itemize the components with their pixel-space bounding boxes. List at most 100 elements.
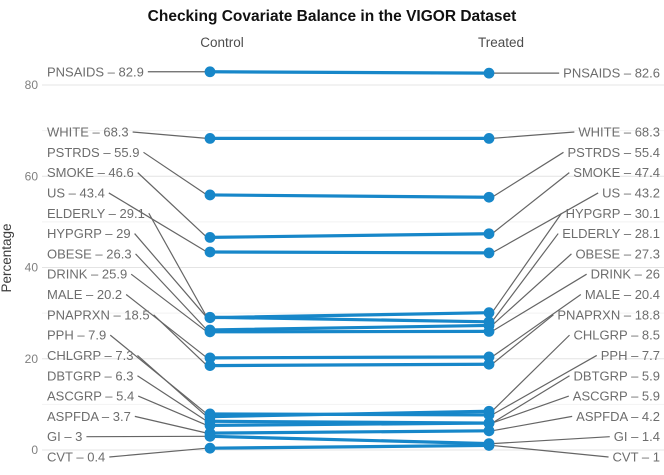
label-leader-line <box>135 253 208 331</box>
data-point <box>483 67 495 79</box>
chart-title: Checking Covariate Balance in the VIGOR … <box>148 8 517 25</box>
label-leader-line <box>130 273 208 333</box>
slope-line <box>208 421 491 427</box>
data-point <box>483 228 495 240</box>
label-leader-line <box>491 253 572 326</box>
covariate-label-left: DRINK – 25.9 <box>47 267 127 282</box>
covariate-label-left: SMOKE – 46.6 <box>47 165 134 180</box>
slope-layer <box>208 70 491 450</box>
leader-layer <box>86 71 610 458</box>
slope-line <box>208 250 491 255</box>
data-point <box>204 246 216 258</box>
label-leader-line <box>153 314 208 367</box>
label-leader-line <box>491 273 587 332</box>
data-point <box>204 132 216 144</box>
covariate-label-right: ASCGRP – 5.9 <box>573 389 660 404</box>
data-point <box>204 326 216 338</box>
data-point <box>483 132 495 144</box>
label-leader-line <box>491 192 599 254</box>
label-leader-line <box>137 395 208 426</box>
covariate-label-right: PSTRDS – 55.4 <box>568 145 661 160</box>
slope-line <box>208 193 491 199</box>
covariate-label-right: GI – 1.4 <box>614 429 660 444</box>
label-layer: PNSAIDS – 82.9 WHITE – 68.3 PSTRDS – 55.9 S… <box>47 64 660 464</box>
covariate-label-left: PNSAIDS – 82.9 <box>47 64 144 79</box>
label-leader-line <box>108 192 208 253</box>
column-header-control: Control <box>200 35 244 50</box>
covariate-label-right: WHITE – 68.3 <box>578 125 660 140</box>
y-tick-label: 40 <box>25 261 39 275</box>
covariate-label-left: US – 43.4 <box>47 185 105 200</box>
point-layer <box>204 66 495 454</box>
covariate-label-right: ELDERLY – 28.1 <box>562 226 660 241</box>
label-leader-line <box>109 447 208 458</box>
data-point <box>204 430 216 442</box>
data-point <box>204 312 216 324</box>
slope-line <box>208 434 491 446</box>
y-tick-label: 60 <box>25 169 39 183</box>
data-point <box>204 189 216 201</box>
label-leader-line <box>491 354 598 416</box>
slope-line <box>208 355 491 360</box>
slope-line <box>208 362 491 368</box>
slope-line <box>208 443 491 450</box>
covariate-label-right: DBTGRP – 5.9 <box>574 368 660 383</box>
data-point <box>483 425 495 437</box>
covariate-label-left: WHITE – 68.3 <box>47 125 129 140</box>
label-leader-line <box>137 172 208 238</box>
covariate-label-left: GI – 3 <box>47 429 82 444</box>
label-leader-line <box>491 314 554 365</box>
y-tick-label: 20 <box>25 352 39 366</box>
slope-line <box>208 429 491 435</box>
slope-line <box>208 323 491 332</box>
data-point <box>204 360 216 371</box>
label-leader-line <box>491 395 569 424</box>
slope-line <box>208 311 491 320</box>
covariate-label-left: CVT – 0.4 <box>47 450 105 465</box>
data-point <box>483 307 495 319</box>
label-leader-line <box>491 151 564 198</box>
data-point <box>204 231 216 243</box>
covariate-label-right: MALE – 20.4 <box>585 287 660 302</box>
covariate-label-left: ASCGRP – 5.4 <box>47 389 134 404</box>
label-leader-line <box>491 172 570 235</box>
covariate-label-left: ASPFDA – 3.7 <box>47 409 131 424</box>
label-leader-line <box>143 151 208 196</box>
label-leader-line <box>491 131 575 139</box>
data-point <box>204 419 216 431</box>
grid-layer: 0 20 40 60 80 <box>25 78 664 457</box>
label-leader-line <box>137 375 208 422</box>
label-leader-line <box>491 294 582 358</box>
label-leader-line <box>491 334 570 412</box>
slope-line <box>208 232 491 239</box>
slope-line <box>208 409 491 419</box>
label-leader-line <box>491 375 570 424</box>
data-point <box>483 405 495 417</box>
covariate-label-left: HYPGRP – 29 <box>47 226 131 241</box>
covariate-label-right: DRINK – 26 <box>591 267 660 282</box>
data-point <box>204 442 216 454</box>
data-point <box>204 352 216 364</box>
covariate-label-left: ELDERLY – 29.1 <box>47 206 145 221</box>
covariate-label-right: US – 43.2 <box>602 185 660 200</box>
covariate-label-right: ASPFDA – 4.2 <box>576 409 660 424</box>
label-leader-line <box>125 294 208 359</box>
data-point <box>483 358 495 370</box>
y-tick-label: 0 <box>31 443 38 457</box>
covariate-label-right: CVT – 1 <box>613 450 660 465</box>
y-axis-label: Percentage <box>0 223 14 292</box>
covariate-label-left: MALE – 20.2 <box>47 287 122 302</box>
covariate-label-left: PNAPRXN – 18.5 <box>47 307 150 322</box>
covariate-label-right: HYPGRP – 30.1 <box>566 206 660 221</box>
label-leader-line <box>491 233 559 323</box>
label-leader-line <box>491 212 563 314</box>
label-leader-line <box>137 354 208 418</box>
covariate-label-right: PPH – 7.7 <box>601 348 660 363</box>
covariate-label-right: OBESE – 27.3 <box>575 246 660 261</box>
covariate-label-right: CHLGRP – 8.5 <box>574 328 660 343</box>
label-leader-line <box>134 415 208 434</box>
covariate-label-right: SMOKE – 47.4 <box>573 165 660 180</box>
covariate-label-left: DBTGRP – 6.3 <box>47 368 133 383</box>
data-point <box>204 66 216 78</box>
